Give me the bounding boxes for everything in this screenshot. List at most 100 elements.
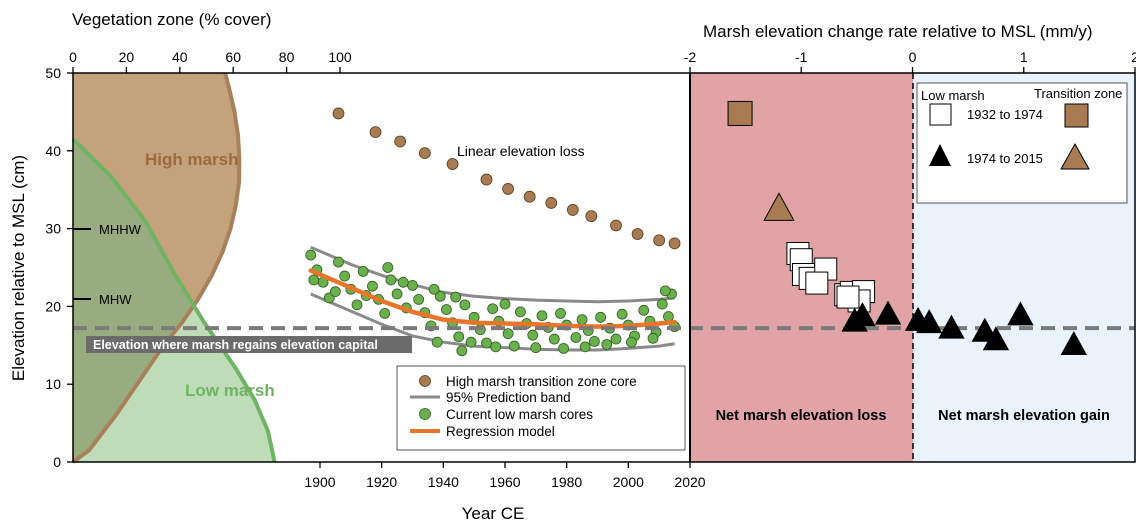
top-rate-tick-label: -2	[684, 49, 697, 65]
low-marsh-core-point	[647, 332, 659, 344]
low-marsh-core-point	[536, 310, 548, 322]
low-marsh-core-point	[601, 339, 613, 350]
top-veg-tick-label: 100	[328, 49, 352, 65]
rate-legend-col-low-marsh: Low marsh	[921, 88, 985, 103]
top-left-axis-title: Vegetation zone (% cover)	[72, 10, 271, 29]
rate-square-marker	[836, 285, 860, 309]
top-rate-tick-label: 2	[1131, 49, 1136, 65]
year-tick-label: 1940	[428, 474, 459, 490]
rate-legend: Low marsh Transition zone 1932 to 1974 1…	[916, 82, 1128, 204]
low-marsh-core-point	[508, 340, 520, 352]
low-marsh-core-point	[530, 342, 542, 354]
rate-triangle-marker	[1007, 301, 1034, 326]
low-marsh-core-point	[570, 332, 582, 343]
low-marsh-core-point	[558, 343, 569, 354]
regression-model	[308, 268, 677, 329]
rate-legend-box	[916, 82, 1128, 204]
transition-core-point	[332, 107, 345, 120]
low-marsh-core-point	[379, 308, 391, 319]
low-marsh-core-point	[555, 308, 566, 319]
top-rate-tick-label: 0	[909, 49, 917, 65]
transition-core-point	[566, 204, 579, 216]
rate-square-marker	[727, 100, 753, 126]
transition-core-point	[418, 147, 431, 160]
low-marsh-core-point	[413, 293, 425, 305]
rate-legend-brown-square	[1064, 103, 1089, 128]
top-veg-tick-label: 40	[172, 49, 188, 65]
legend-label-regression: Regression model	[446, 424, 555, 439]
low-marsh-core-point	[465, 336, 477, 348]
transition-core-point	[631, 228, 644, 240]
vegetation-zones	[71, 72, 277, 464]
transition-core-point	[668, 237, 681, 250]
y-tick-label: 30	[45, 221, 61, 237]
mhw-label: MHW	[99, 292, 132, 307]
low-marsh-core-point	[456, 345, 468, 357]
rate-legend-white-square	[929, 103, 952, 126]
year-tick-label: 2000	[613, 474, 644, 490]
y-tick-label: 20	[45, 298, 61, 314]
year-tick-label: 1900	[304, 474, 335, 490]
legend-box	[396, 365, 686, 451]
transition-core-point	[369, 126, 382, 139]
low-marsh-core-point	[656, 298, 668, 310]
year-tick-label: 1980	[551, 474, 582, 490]
low-marsh-core-point	[527, 329, 539, 341]
y-tick-label: 10	[45, 376, 61, 392]
transition-core-point	[653, 234, 666, 247]
y-tick-label: 0	[53, 454, 61, 470]
low-marsh-core-point	[305, 249, 317, 261]
top-veg-tick-label: 80	[279, 49, 295, 65]
low-marsh-core-point	[333, 256, 344, 268]
low-marsh-core-point	[490, 341, 502, 353]
low-marsh-core-point	[428, 283, 440, 295]
low-marsh-core-point	[502, 328, 514, 340]
year-tick-label: 2020	[674, 474, 705, 490]
rate-triangle-marker	[849, 302, 876, 327]
low-marsh-core-point	[579, 341, 591, 353]
prediction-band	[310, 245, 675, 352]
linear-elevation-loss-label: Linear elevation loss	[457, 143, 585, 159]
top-veg-tick-label: 0	[69, 49, 77, 65]
low-marsh-core-point	[441, 304, 452, 315]
low-marsh-core-point	[616, 308, 628, 320]
rate-legend-row-1932-1974: 1932 to 1974	[967, 107, 1043, 122]
low-marsh-core-point	[339, 270, 351, 282]
main-legend: High marsh transition zone core 95% Pred…	[396, 365, 686, 451]
top-veg-tick-label: 20	[119, 49, 135, 65]
rate-triangle-marker	[982, 326, 1010, 351]
rate-triangle-marker	[763, 192, 795, 221]
low-marsh-core-point	[499, 298, 511, 310]
low-marsh-core-point	[431, 336, 443, 348]
y-tick-label: 50	[45, 65, 61, 81]
high-marsh-edge	[71, 72, 242, 464]
rate-triangle-marker	[1060, 330, 1088, 355]
legend-green-dot	[419, 408, 431, 420]
legend-brown-dot	[419, 375, 431, 387]
low-marsh-core-point	[330, 286, 341, 298]
low-marsh-core-point	[548, 333, 560, 345]
year-tick-label: 1920	[366, 474, 397, 490]
top-rate-tick-label: -1	[795, 49, 808, 65]
low-marsh-core-point	[453, 331, 465, 343]
elevation-capital-label-box	[86, 336, 412, 353]
low-marsh-core-point	[351, 299, 363, 311]
transition-core-point	[523, 190, 536, 203]
net-gain-label: Net marsh elevation gain	[938, 408, 1110, 424]
transition-core-point	[585, 210, 598, 223]
axes: 0 10 20 30 40 50 0 20 40 60 80 100 -2 -1 0 1 2 1900 1920 19…	[45, 49, 1136, 490]
low-marsh-core-point	[308, 274, 320, 286]
rate-legend-row-1974-2015: 1974 to 2015	[967, 151, 1043, 166]
low-marsh-core-point	[367, 280, 378, 292]
low-marsh-core-point	[459, 299, 471, 311]
net-loss-label: Net marsh elevation loss	[716, 408, 887, 424]
low-marsh-core-point	[397, 276, 409, 288]
low-marsh-core-point	[595, 311, 606, 323]
rate-markers	[727, 100, 1088, 355]
low-marsh-core-point	[407, 279, 418, 291]
low-marsh-edge	[71, 137, 277, 463]
high-marsh-label: High marsh	[145, 150, 239, 169]
year-tick-label: 1960	[489, 474, 520, 490]
low-marsh-core-point	[576, 314, 588, 326]
